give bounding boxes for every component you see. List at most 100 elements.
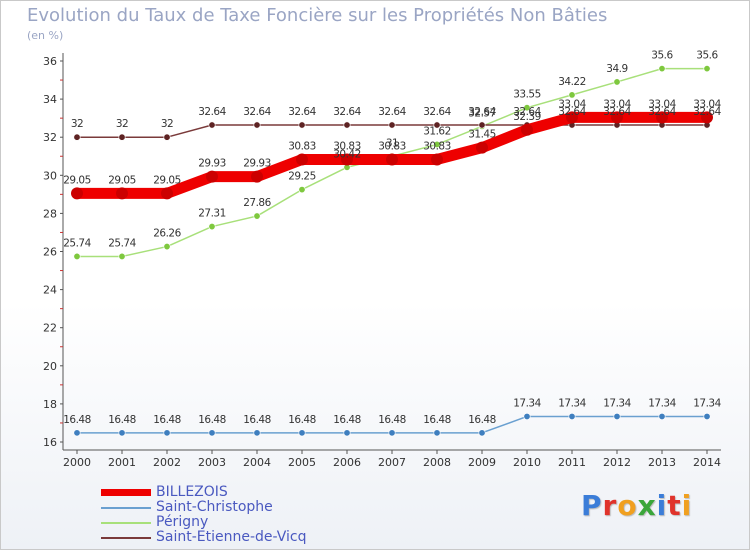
data-label: 33.04 [693, 98, 721, 110]
logo-letter: x [637, 489, 657, 522]
data-point [161, 187, 173, 200]
data-label: 29.05 [153, 174, 181, 186]
proxiti-logo[interactable]: Proxiti [581, 489, 692, 522]
data-point [73, 429, 81, 437]
data-label: 25.74 [108, 237, 136, 249]
data-label: 32.64 [198, 106, 226, 118]
data-point [388, 429, 396, 437]
data-point [296, 153, 308, 166]
data-point [476, 141, 488, 154]
data-label: 32.64 [558, 106, 586, 118]
legend-swatch-billezois [101, 489, 151, 496]
y-unit-label: (en %) [27, 29, 64, 42]
data-point [118, 429, 126, 437]
data-point [433, 140, 441, 148]
data-point [163, 243, 171, 251]
y-tick-label: 18 [43, 398, 57, 411]
data-point [703, 412, 711, 420]
legend-label: Saint-Etienne-de-Vicq [156, 529, 307, 545]
data-point [73, 252, 81, 260]
legend-label: Périgny [156, 514, 209, 530]
data-point [118, 252, 126, 260]
data-point [343, 429, 351, 437]
data-label: 30.83 [333, 140, 361, 152]
logo-letter: r [602, 489, 618, 522]
data-label: 33.55 [513, 89, 541, 101]
data-label: 16.48 [153, 414, 181, 426]
data-point [163, 429, 171, 437]
data-point [523, 412, 531, 420]
logo-letter: o [617, 489, 638, 522]
legend-item-perigny[interactable]: Périgny [101, 515, 341, 530]
legend-label: BILLEZOIS [156, 484, 228, 500]
data-point [478, 121, 486, 129]
data-label: 31.45 [468, 129, 496, 141]
data-point [118, 133, 126, 141]
data-label: 32.64 [603, 106, 631, 118]
data-label: 32 [116, 118, 128, 130]
data-label: 16.48 [243, 414, 271, 426]
data-label: 29.25 [288, 171, 316, 183]
y-tick-label: 22 [43, 322, 57, 335]
data-point [116, 187, 128, 200]
data-label: 32.64 [333, 106, 361, 118]
data-label: 32.64 [513, 106, 541, 118]
data-point [253, 429, 261, 437]
data-label: 16.48 [108, 414, 136, 426]
data-label: 32.64 [288, 106, 316, 118]
data-label: 29.05 [63, 174, 91, 186]
x-tick-label: 2004 [243, 456, 271, 469]
data-label: 16.48 [198, 414, 226, 426]
logo-letter: i [656, 489, 668, 522]
legend-swatch-saint-christophe [101, 507, 151, 509]
data-label: 17.34 [603, 397, 631, 409]
y-tick-label: 24 [43, 284, 57, 297]
chart-title: Evolution du Taux de Taxe Foncière sur l… [27, 5, 608, 26]
data-label: 16.48 [378, 414, 406, 426]
logo-letter: P [581, 489, 603, 522]
data-label: 33.04 [603, 98, 631, 110]
data-label: 30.83 [378, 140, 406, 152]
data-label: 16.48 [333, 414, 361, 426]
x-tick-label: 2000 [63, 456, 91, 469]
data-point [703, 65, 711, 73]
x-tick-label: 2012 [603, 456, 631, 469]
data-label: 31 [386, 137, 398, 149]
data-label: 32.39 [513, 111, 541, 123]
legend: BILLEZOIS Saint-Christophe Périgny Saint… [101, 485, 341, 545]
data-label: 30.83 [288, 140, 316, 152]
x-tick-label: 2003 [198, 456, 226, 469]
data-point [163, 133, 171, 141]
data-point [73, 133, 81, 141]
x-tick-label: 2002 [153, 456, 181, 469]
data-point [568, 412, 576, 420]
legend-item-billezois[interactable]: BILLEZOIS [101, 485, 341, 500]
x-tick-label: 2008 [423, 456, 451, 469]
data-point [208, 121, 216, 129]
data-label: 32.64 [423, 106, 451, 118]
y-tick-label: 26 [43, 246, 57, 259]
data-point [208, 223, 216, 231]
data-label: 17.34 [558, 397, 586, 409]
legend-item-saint-christophe[interactable]: Saint-Christophe [101, 500, 341, 515]
data-point [523, 104, 531, 112]
y-tick-label: 30 [43, 169, 57, 182]
data-label: 32.64 [243, 106, 271, 118]
x-tick-label: 2013 [648, 456, 676, 469]
data-point [521, 123, 533, 136]
data-point [566, 111, 578, 124]
legend-label: Saint-Christophe [156, 499, 273, 515]
legend-item-saint-etienne-de-vicq[interactable]: Saint-Etienne-de-Vicq [101, 530, 341, 545]
data-label: 16.48 [288, 414, 316, 426]
y-tick-label: 20 [43, 360, 57, 373]
data-label: 32.57 [468, 107, 496, 119]
data-label: 32.64 [648, 106, 676, 118]
data-point [658, 412, 666, 420]
legend-swatch-saint-etienne-de-vicq [101, 537, 151, 539]
y-tick-label: 28 [43, 207, 57, 220]
y-tick-label: 32 [43, 131, 57, 144]
logo-letter: t [667, 489, 682, 522]
data-point [343, 121, 351, 129]
x-tick-label: 2011 [558, 456, 586, 469]
